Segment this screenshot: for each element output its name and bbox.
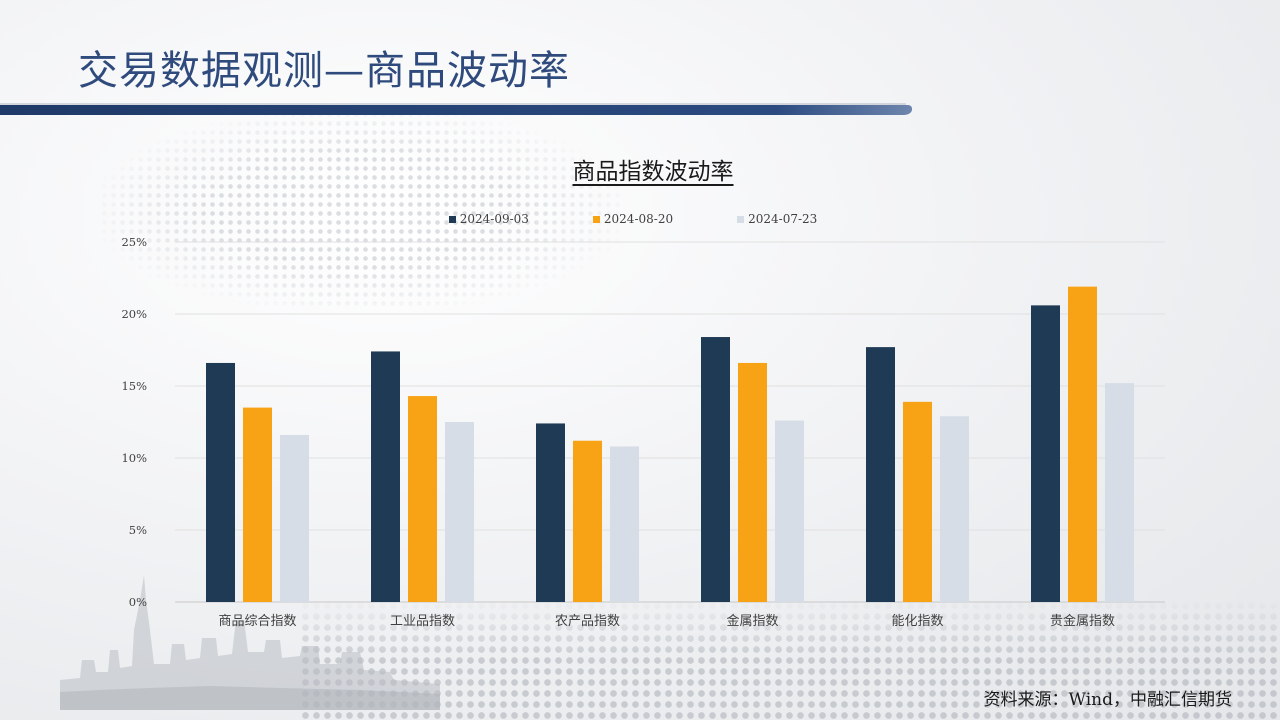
legend-label-series-3: 2024-07-23 bbox=[748, 212, 818, 226]
bar-series-3 bbox=[280, 434, 309, 602]
bar-series-1 bbox=[1031, 305, 1060, 602]
bar-series-2 bbox=[738, 362, 767, 602]
page-title: 交易数据观测—商品波动率 bbox=[78, 48, 570, 94]
legend-swatch-series-3 bbox=[737, 215, 745, 223]
y-tick-label: 20% bbox=[121, 307, 147, 321]
bar-series-2 bbox=[408, 396, 437, 602]
bar-series-3 bbox=[445, 422, 474, 602]
x-tick-label: 商品综合指数 bbox=[218, 614, 296, 629]
bar-series-2 bbox=[573, 440, 602, 602]
legend-item-series-3: 2024-07-23 bbox=[737, 212, 817, 226]
bar-series-1 bbox=[866, 347, 895, 602]
bar-series-2 bbox=[903, 401, 932, 602]
x-tick-label: 贵金属指数 bbox=[1050, 613, 1115, 629]
floor-dot-pattern bbox=[300, 600, 1280, 720]
chart-legend: 2024-09-03 2024-08-20 2024-07-23 bbox=[0, 212, 1266, 226]
bar-series-3 bbox=[775, 420, 804, 602]
chart-title: 商品指数波动率 bbox=[572, 159, 734, 185]
legend-item-series-1: 2024-09-03 bbox=[448, 212, 529, 226]
bar-series-1 bbox=[206, 362, 235, 602]
bar-series-3 bbox=[610, 446, 639, 602]
bar-series-3 bbox=[1105, 383, 1134, 602]
bar-series-2 bbox=[243, 407, 272, 602]
y-tick-label: 15% bbox=[121, 379, 147, 393]
y-tick-label: 0% bbox=[129, 595, 147, 609]
legend-item-series-2: 2024-08-20 bbox=[592, 212, 674, 226]
x-tick-label: 工业品指数 bbox=[390, 614, 455, 629]
legend-swatch-series-2 bbox=[592, 215, 600, 223]
bar-series-1 bbox=[371, 351, 400, 602]
bar-series-1 bbox=[701, 337, 730, 602]
bar-series-3 bbox=[940, 416, 969, 602]
legend-swatch-series-1 bbox=[448, 215, 456, 223]
world-map-dots bbox=[100, 110, 620, 310]
bar-series-1 bbox=[536, 423, 565, 602]
y-tick-label: 25% bbox=[121, 235, 147, 249]
y-tick-label: 5% bbox=[129, 523, 147, 537]
legend-label-series-1: 2024-09-03 bbox=[459, 212, 529, 226]
legend-label-series-2: 2024-08-20 bbox=[603, 212, 674, 226]
source-note: 资料来源：Wind，中融汇信期货 bbox=[983, 690, 1232, 710]
x-tick-label: 农产品指数 bbox=[555, 614, 620, 629]
title-underline-bar bbox=[0, 103, 913, 115]
bar-series-2 bbox=[1068, 286, 1097, 602]
x-tick-label: 能化指数 bbox=[891, 614, 943, 629]
y-tick-label: 10% bbox=[121, 451, 147, 465]
x-tick-label: 金属指数 bbox=[726, 613, 778, 629]
city-skyline-decoration bbox=[60, 575, 440, 710]
